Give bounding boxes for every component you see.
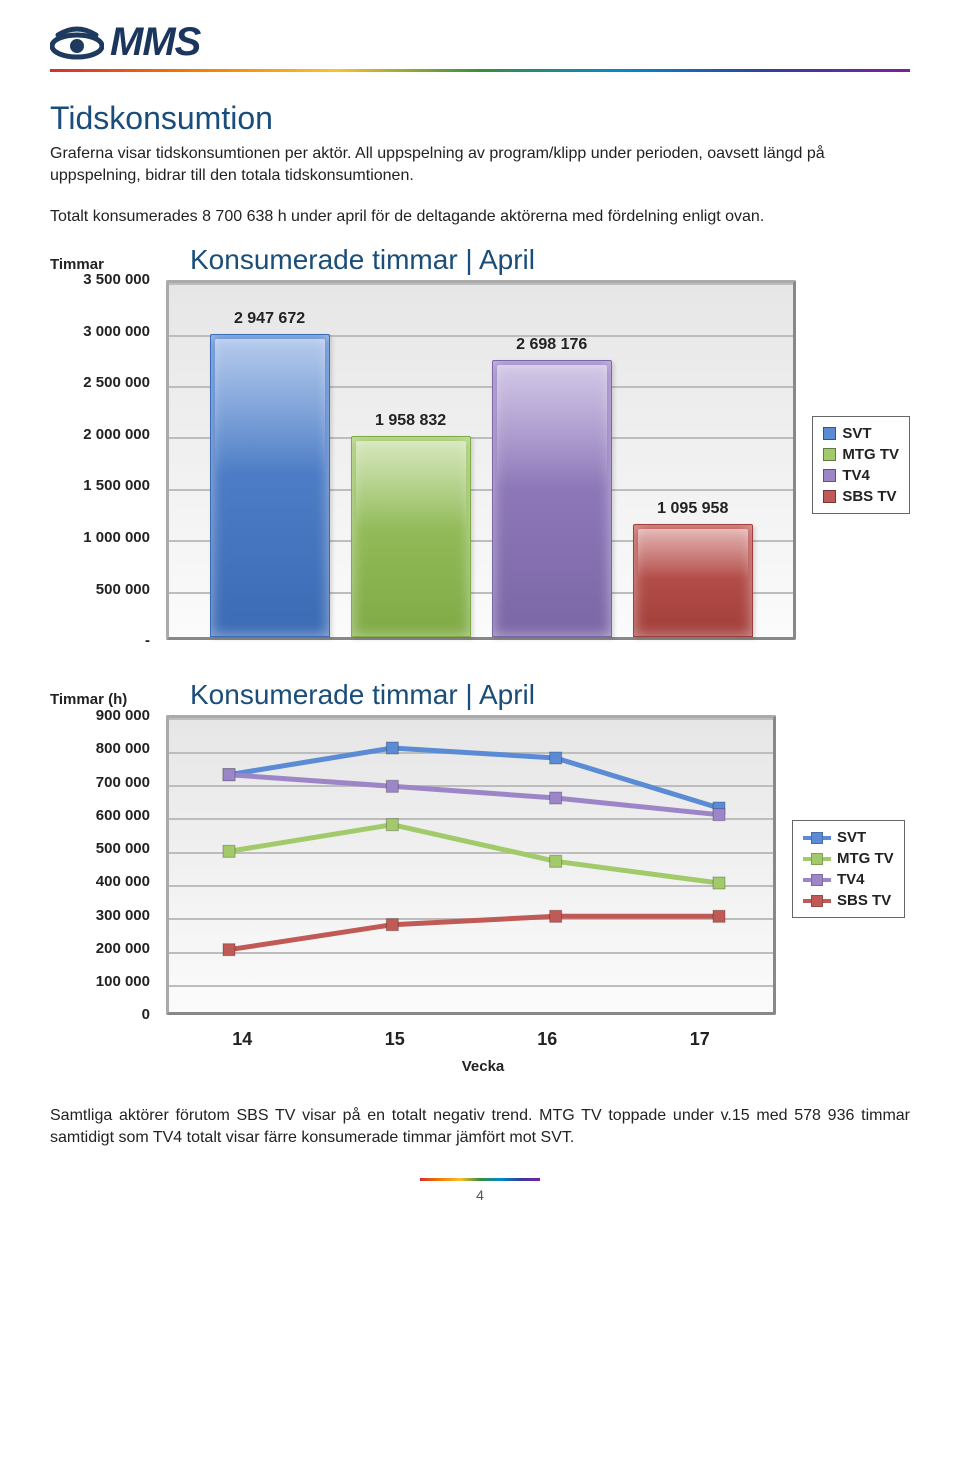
line-ytick: 800 000: [50, 740, 150, 757]
line-chart-svg: [169, 718, 779, 1018]
bar-plot-area: 2 947 6721 958 8322 698 1761 095 958: [166, 280, 796, 640]
line-xtick: 17: [690, 1029, 710, 1050]
legend-item: MTG TV: [803, 848, 894, 869]
legend-item: TV4: [823, 465, 899, 486]
bar-value-label: 2 947 672: [234, 310, 305, 328]
bar-ytick: 3 500 000: [50, 271, 150, 288]
bar-value-label: 1 958 832: [375, 412, 446, 430]
bar-chart-title: Konsumerade timmar | April: [190, 244, 535, 276]
legend-item: SVT: [823, 423, 899, 444]
series-marker: [386, 919, 398, 931]
line-y-axis-label: Timmar (h): [50, 691, 150, 708]
line-ytick: 700 000: [50, 774, 150, 791]
series-line-tv4: [229, 775, 719, 815]
page-number: 4: [50, 1187, 910, 1203]
bar-ytick: -: [50, 632, 150, 649]
legend-item: TV4: [803, 869, 894, 890]
bar-ytick: 1 500 000: [50, 477, 150, 494]
total-hours: 8 700 638 h: [202, 208, 287, 225]
divider-rainbow: [50, 69, 910, 72]
line-ytick: 100 000: [50, 973, 150, 990]
legend-item: SVT: [803, 827, 894, 848]
series-marker: [386, 742, 398, 754]
eye-icon: [50, 26, 104, 60]
series-marker: [713, 809, 725, 821]
line-chart-title: Konsumerade timmar | April: [190, 679, 535, 711]
bar-chart-block: Timmar Konsumerade timmar | April 3 500 …: [50, 244, 910, 649]
line-ytick: 600 000: [50, 807, 150, 824]
series-marker: [713, 877, 725, 889]
series-marker: [550, 911, 562, 923]
bar-value-label: 1 095 958: [657, 500, 728, 518]
line-xtick: 16: [537, 1029, 557, 1050]
bar-mtg-tv: 1 958 832: [351, 436, 471, 637]
bar-svt: 2 947 672: [210, 334, 330, 637]
logo-text: MMS: [110, 20, 200, 65]
legend-item: SBS TV: [803, 890, 894, 911]
total-suffix: under april för de deltagande aktörerna …: [287, 208, 765, 225]
bar-ytick: 3 000 000: [50, 323, 150, 340]
intro-text: Graferna visar tidskonsumtionen per aktö…: [50, 143, 910, 186]
line-plot-area: [166, 715, 776, 1015]
series-marker: [550, 856, 562, 868]
bar-tv4: 2 698 176: [492, 360, 612, 638]
series-marker: [223, 769, 235, 781]
line-xticks: 14 15 16 17: [166, 1029, 776, 1050]
legend-item: MTG TV: [823, 444, 899, 465]
line-ytick: 400 000: [50, 873, 150, 890]
bar-ytick: 1 000 000: [50, 529, 150, 546]
line-x-axis-title: Vecka: [166, 1058, 800, 1075]
line-ytick: 900 000: [50, 707, 150, 724]
line-chart-legend: SVTMTG TVTV4SBS TV: [792, 820, 905, 918]
series-line-sbs-tv: [229, 916, 719, 949]
line-xtick: 14: [232, 1029, 252, 1050]
series-marker: [223, 846, 235, 858]
bar-chart-legend: SVTMTG TVTV4SBS TV: [812, 416, 910, 514]
series-marker: [713, 911, 725, 923]
total-prefix: Totalt konsumerades: [50, 208, 202, 225]
closing-text: Samtliga aktörer förutom SBS TV visar på…: [50, 1105, 910, 1148]
series-marker: [386, 819, 398, 831]
legend-item: SBS TV: [823, 486, 899, 507]
page-title: Tidskonsumtion: [50, 100, 910, 137]
series-marker: [550, 752, 562, 764]
line-yticks: 900 000 800 000 700 000 600 000 500 000 400 0…: [50, 707, 150, 1023]
series-marker: [386, 781, 398, 793]
line-chart-block: Timmar (h) Konsumerade timmar | April 90…: [50, 679, 910, 1075]
bar-value-label: 2 698 176: [516, 336, 587, 354]
bar-sbs-tv: 1 095 958: [633, 524, 753, 637]
logo-block: MMS: [50, 0, 910, 100]
bar-yticks: 3 500 000 3 000 000 2 500 000 2 000 000 1 50…: [50, 271, 150, 649]
bar-ytick: 2 500 000: [50, 374, 150, 391]
series-marker: [550, 792, 562, 804]
series-marker: [223, 944, 235, 956]
line-ytick: 200 000: [50, 940, 150, 957]
line-ytick: 300 000: [50, 907, 150, 924]
line-ytick: 500 000: [50, 840, 150, 857]
footer-rainbow: [420, 1178, 540, 1181]
line-ytick: 0: [50, 1006, 150, 1023]
bar-ytick: 500 000: [50, 581, 150, 598]
bar-ytick: 2 000 000: [50, 426, 150, 443]
series-line-mtg-tv: [229, 825, 719, 883]
total-consumption-line: Totalt konsumerades 8 700 638 h under ap…: [50, 208, 910, 226]
line-xtick: 15: [385, 1029, 405, 1050]
